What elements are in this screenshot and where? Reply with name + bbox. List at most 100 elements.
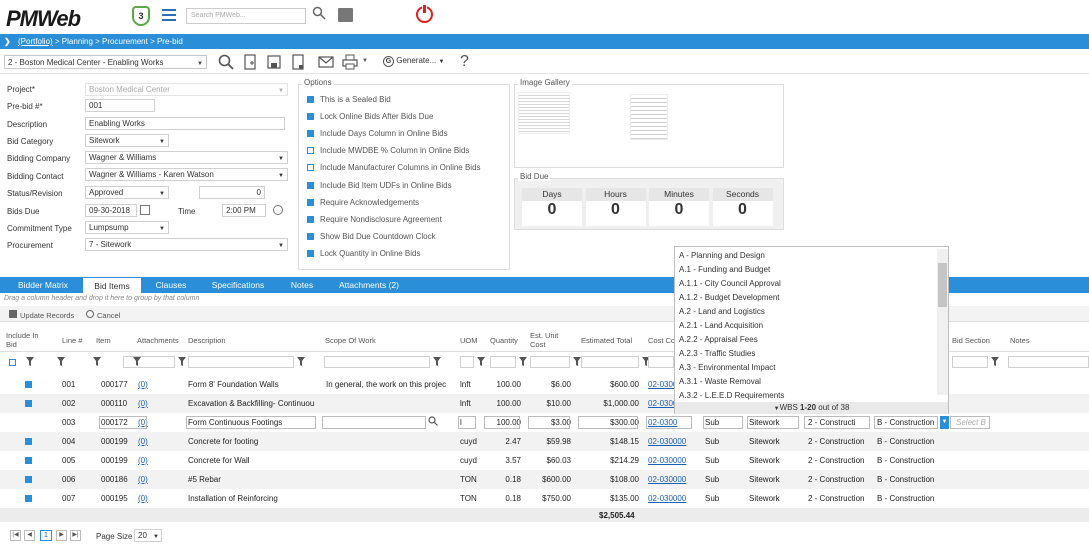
header-attachments[interactable]: Attachments (137, 336, 179, 345)
print-caret-icon[interactable]: ▼ (362, 58, 368, 64)
edit-cell-input[interactable] (484, 416, 520, 429)
wbs-option[interactable]: A.2.3 - Traffic Studies (679, 349, 756, 358)
filter-icon[interactable] (477, 357, 485, 368)
wbs-dropdown-toggle-icon[interactable]: ▼ (940, 416, 949, 429)
cell-att[interactable]: (0) (138, 475, 148, 484)
delete-document-icon[interactable] (290, 54, 306, 70)
header-item[interactable]: Item (96, 336, 111, 345)
new-document-icon[interactable] (242, 54, 258, 70)
tab-attachments-2[interactable]: Attachments (2) (339, 280, 399, 290)
edit-cell-input[interactable] (874, 416, 938, 429)
first-page-icon[interactable]: |◀ (10, 530, 21, 541)
shield-badge-icon[interactable]: 3 (132, 6, 150, 26)
filter-icon[interactable] (991, 357, 999, 368)
header-include-in-bid[interactable]: Include In Bid (6, 331, 39, 349)
header-uom[interactable]: UOM (460, 336, 478, 345)
filter-input[interactable] (648, 356, 674, 368)
procurement-select[interactable]: 7 - Sitework ▼ (85, 238, 288, 251)
edit-cell-input[interactable] (747, 416, 799, 429)
cell-bid-section[interactable]: Select B (956, 418, 986, 427)
filter-input[interactable] (530, 356, 570, 368)
project-select[interactable]: 2 - Boston Medical Center - Enabling Wor… (4, 55, 207, 69)
bids-due-date-input[interactable]: 09-30-2018 (85, 204, 137, 217)
calendar-icon[interactable] (140, 205, 150, 215)
help-icon[interactable]: ? (460, 53, 469, 70)
tab-clauses[interactable]: Clauses (155, 280, 187, 290)
time-input[interactable]: 2:00 PM (222, 204, 266, 217)
tab-bid-items[interactable]: Bid Items (82, 277, 142, 293)
tab-specifications[interactable]: Specifications (211, 280, 265, 290)
description-input[interactable]: Enabling Works (85, 117, 285, 130)
option-checkbox[interactable] (307, 96, 314, 103)
wbs-option[interactable]: A.2.2 - Appraisal Fees (679, 335, 758, 344)
save-icon[interactable] (266, 54, 282, 70)
email-icon[interactable] (318, 54, 334, 70)
update-records-button[interactable]: Update Records (9, 310, 74, 320)
cell-att[interactable]: (0) (138, 437, 148, 446)
bid-category-select[interactable]: Sitework ▼ (85, 134, 169, 147)
page-size-select[interactable]: 20 ▼ (134, 529, 162, 542)
filter-input[interactable] (324, 356, 430, 368)
cell-att[interactable]: (0) (138, 418, 148, 427)
pmweb-logo[interactable]: PMWeb (6, 6, 81, 32)
edit-cell-input[interactable] (950, 416, 990, 429)
edit-cell-input[interactable] (99, 416, 147, 429)
cell-cost-code[interactable]: 02-030000 (648, 475, 687, 484)
prev-page-icon[interactable]: ◀ (24, 530, 35, 541)
filter-icon[interactable] (93, 357, 101, 368)
filter-input[interactable] (581, 356, 639, 368)
search-icon[interactable] (312, 6, 326, 20)
edit-cell-input[interactable] (322, 416, 426, 429)
wbs-option[interactable]: A.2.1 - Land Acquisition (679, 321, 764, 330)
header-unit-cost[interactable]: Est. Unit Cost (530, 331, 559, 349)
table-row[interactable] (0, 470, 1089, 489)
tab-notes[interactable]: Notes (290, 280, 314, 290)
cell-cost-code[interactable]: 02-030000 (648, 380, 687, 389)
revision-input[interactable]: 0 (199, 186, 265, 199)
filter-icon[interactable] (297, 357, 305, 368)
generate-button[interactable]: G Generate... ▼ (383, 56, 444, 67)
search-icon[interactable] (428, 416, 438, 428)
page-number[interactable]: 1 (40, 530, 52, 541)
wbs-option[interactable]: A.1.2 - Budget Development (679, 293, 780, 302)
cell-cost-code[interactable]: 02-030000 (648, 494, 687, 503)
header-estimated-total[interactable]: Estimated Total (581, 336, 633, 345)
cell-cost-code[interactable]: 02-0300 (648, 418, 678, 427)
cell-cost-code[interactable]: 02-030000 (648, 456, 687, 465)
next-page-icon[interactable]: ▶ (56, 530, 67, 541)
hamburger-menu-icon[interactable] (162, 9, 176, 21)
filter-input[interactable] (1008, 356, 1089, 368)
include-checkbox[interactable] (25, 457, 32, 464)
media-icon[interactable] (338, 8, 353, 22)
wbs-option[interactable]: A.3.1 - Waste Removal (679, 377, 761, 386)
edit-cell-input[interactable] (804, 416, 870, 429)
status-select[interactable]: Approved ▼ (85, 186, 169, 199)
include-checkbox[interactable] (25, 476, 32, 483)
edit-cell-input[interactable] (578, 416, 638, 429)
bidding-contact-select[interactable]: Wagner & Williams - Karen Watson ▼ (85, 168, 288, 181)
filter-icon[interactable] (433, 357, 441, 368)
header-scope[interactable]: Scope Of Work (325, 336, 376, 345)
header-bid-section[interactable]: Bid Section (952, 336, 990, 345)
filter-icon[interactable] (133, 357, 141, 368)
option-checkbox[interactable] (307, 232, 314, 240)
last-page-icon[interactable]: ▶| (70, 530, 81, 541)
header-cost-code[interactable]: Cost Co (648, 336, 676, 345)
cell-att[interactable]: (0) (138, 399, 148, 408)
clock-icon[interactable] (273, 205, 283, 215)
prebid-input[interactable]: 001 (85, 99, 155, 112)
wbs-option[interactable]: A.3 - Environmental Impact (679, 363, 776, 372)
wbs-option[interactable]: A.1.1 - City Council Approval (679, 279, 781, 288)
cell-att[interactable]: (0) (138, 494, 148, 503)
filter-icon[interactable] (519, 357, 527, 368)
wbs-option[interactable]: A.3.2 - L.E.E.D Requirements (679, 391, 785, 400)
edit-cell-input[interactable] (458, 416, 476, 429)
table-row[interactable] (0, 432, 1089, 451)
commitment-type-select[interactable]: Lumpsump ▼ (85, 221, 169, 234)
filter-input[interactable] (123, 356, 175, 368)
edit-cell-input[interactable] (703, 416, 743, 429)
option-checkbox[interactable] (307, 113, 314, 121)
option-checkbox[interactable] (307, 181, 314, 189)
cell-cost-code[interactable]: 02-030000 (648, 437, 687, 446)
edit-cell-input[interactable] (186, 416, 316, 429)
